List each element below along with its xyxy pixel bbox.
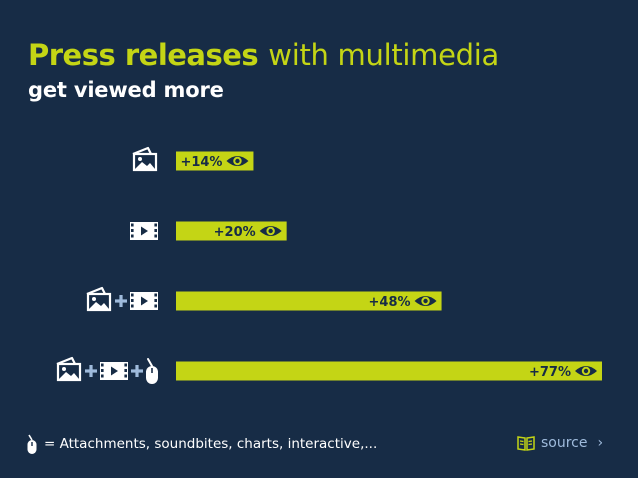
- plus-icon: [85, 365, 97, 377]
- eye-icon: [226, 156, 249, 166]
- photo-icon: [132, 146, 158, 172]
- bar: [176, 361, 602, 381]
- mouse-icon: [27, 434, 37, 454]
- title-bold: Press releases: [28, 38, 259, 72]
- book-icon: [517, 436, 535, 451]
- video-icon: [130, 292, 158, 310]
- chart-title: Press releases with multimedia: [28, 36, 499, 74]
- bar: [176, 291, 442, 311]
- bar-value-label: +77%: [529, 365, 571, 380]
- video-icon: [130, 222, 158, 240]
- footer-note: = Attachments, soundbites, charts, inter…: [44, 436, 378, 452]
- source-link[interactable]: source ›: [517, 435, 603, 451]
- photo-icon: [56, 356, 82, 382]
- title-light: with multimedia: [268, 38, 499, 72]
- bar: [176, 151, 254, 171]
- chevron-right-icon: ›: [597, 435, 604, 451]
- bar-value-label: +20%: [214, 225, 256, 240]
- video-icon: [100, 362, 128, 380]
- bar-chart: +14% +20% +48% +77%: [56, 146, 602, 384]
- bar-value-label: +14%: [180, 155, 222, 170]
- bar: [176, 221, 287, 241]
- mouse-icon: [146, 358, 158, 384]
- photo-icon: [86, 286, 112, 312]
- source-label: source: [541, 435, 588, 451]
- eye-icon: [259, 226, 282, 236]
- bar-value-label: +48%: [369, 295, 411, 310]
- eye-icon: [414, 296, 437, 306]
- chart-subtitle: get viewed more: [28, 78, 224, 102]
- plus-icon: [115, 295, 127, 307]
- eye-icon: [575, 366, 597, 376]
- plus-icon: [131, 365, 143, 377]
